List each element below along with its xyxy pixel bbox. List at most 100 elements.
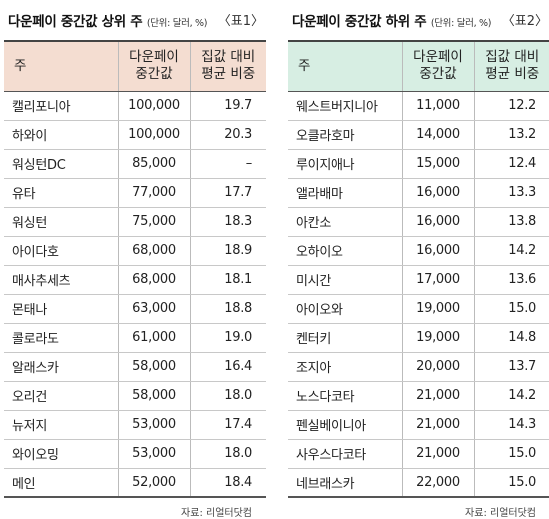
cell-state: 펜실베이니아 (288, 410, 402, 440)
cell-ratio: 19.0 (189, 323, 266, 353)
cell-ratio: 17.4 (189, 410, 266, 440)
unit-note: (단위: 달러, %) (430, 18, 492, 29)
source-note: 자료: 리얼터닷컴 (465, 508, 536, 519)
table-row: 캘리포니아 100,000 19.7 (4, 91, 266, 121)
table-body: 캘리포니아 100,000 19.7 하와이 100,000 20.3 워싱턴DC 85,00… (4, 91, 266, 498)
cell-ratio: 15.0 (473, 294, 549, 324)
cell-median: 53,000 (117, 410, 190, 440)
cell-median: 11,000 (401, 91, 474, 121)
cell-median: 20,000 (401, 352, 474, 382)
header-median: 다운페이 중간값 (117, 40, 190, 92)
cell-state: 노스다코타 (288, 381, 402, 411)
cell-state: 워싱턴 (4, 207, 118, 237)
table-header-row: 주 다운페이 중간값 집값 대비 평균 비중 (288, 40, 549, 92)
table-row: 켄터키 19,000 14.8 (288, 323, 549, 353)
cell-ratio: 15.0 (473, 439, 549, 469)
table-row: 앨라배마 16,000 13.3 (288, 178, 549, 208)
table-row: 네브래스카 22,000 15.0 (288, 468, 549, 498)
table-row: 펜실베이니아 21,000 14.3 (288, 410, 549, 440)
cell-median: 22,000 (401, 468, 474, 498)
table-row: 미시간 17,000 13.6 (288, 265, 549, 295)
table-row: 노스다코타 21,000 14.2 (288, 381, 549, 411)
cell-median: 16,000 (401, 207, 474, 237)
cell-state: 뉴저지 (4, 410, 118, 440)
table-header-row: 주 다운페이 중간값 집값 대비 평균 비중 (4, 40, 266, 92)
title-row: 다운페이 중간값 하위 주 (단위: 달러, %) 〈표2〉 (288, 0, 549, 40)
table-row: 하와이 100,000 20.3 (4, 120, 266, 150)
table-row: 아칸소 16,000 13.8 (288, 207, 549, 237)
table-row: 유타 77,000 17.7 (4, 178, 266, 208)
table-row: 오하이오 16,000 14.2 (288, 236, 549, 266)
table-row: 오클라호마 14,000 13.2 (288, 120, 549, 150)
cell-state: 알래스카 (4, 352, 118, 382)
cell-ratio: 18.4 (189, 468, 266, 498)
cell-ratio: 15.0 (473, 468, 549, 498)
table-row: 몬태나 63,000 18.8 (4, 294, 266, 324)
cell-state: 루이지애나 (288, 149, 402, 179)
cell-state: 하와이 (4, 120, 118, 150)
header-state: 주 (4, 40, 118, 92)
cell-state: 몬태나 (4, 294, 118, 324)
cell-median: 19,000 (401, 294, 474, 324)
cell-ratio: 12.4 (473, 149, 549, 179)
cell-state: 사우스다코타 (288, 439, 402, 469)
cell-ratio: 16.4 (189, 352, 266, 382)
table-row: 워싱턴DC 85,000– (4, 149, 266, 179)
table-title: 다운페이 중간값 하위 주 (단위: 달러, %) (292, 14, 492, 30)
cell-ratio: 18.0 (189, 381, 266, 411)
table-row: 워싱턴 75,000 18.3 (4, 207, 266, 237)
cell-median: 77,000 (117, 178, 190, 208)
table-panel-bottom-states: 다운페이 중간값 하위 주 (단위: 달러, %) 〈표2〉 주 다운페이 중간값… (288, 0, 549, 519)
cell-median: 15,000 (401, 149, 474, 179)
table-row: 뉴저지 53,000 17.4 (4, 410, 266, 440)
cell-ratio: – (189, 149, 266, 179)
cell-median: 63,000 (117, 294, 190, 324)
cell-state: 캘리포니아 (4, 91, 118, 121)
cell-median: 58,000 (117, 381, 190, 411)
table-row: 아이다호 68,000 18.9 (4, 236, 266, 266)
cell-median: 16,000 (401, 178, 474, 208)
cell-median: 61,000 (117, 323, 190, 353)
cell-median: 68,000 (117, 265, 190, 295)
cell-median: 100,000 (117, 120, 190, 150)
header-state: 주 (288, 40, 402, 92)
cell-ratio: 13.6 (473, 265, 549, 295)
header-median: 다운페이 중간값 (401, 40, 474, 92)
table-row: 아이오와 19,000 15.0 (288, 294, 549, 324)
cell-ratio: 13.7 (473, 352, 549, 382)
cell-median: 53,000 (117, 439, 190, 469)
table-row: 와이오밍 53,000 18.0 (4, 439, 266, 469)
cell-median: 58,000 (117, 352, 190, 382)
cell-state: 오리건 (4, 381, 118, 411)
cell-state: 조지아 (288, 352, 402, 382)
cell-ratio: 20.3 (189, 120, 266, 150)
cell-ratio: 13.3 (473, 178, 549, 208)
table-panel-top-states: 다운페이 중간값 상위 주 (단위: 달러, %) 〈표1〉 주 다운페이 중간값… (4, 0, 266, 519)
table-number-label: 〈표1〉 (217, 14, 264, 29)
cell-state: 웨스트버지니아 (288, 91, 402, 121)
table-body: 웨스트버지니아 11,000 12.2 오클라호마 14,000 13.2 루이지애나 15,… (288, 91, 549, 498)
cell-median: 75,000 (117, 207, 190, 237)
cell-state: 오클라호마 (288, 120, 402, 150)
cell-state: 아이오와 (288, 294, 402, 324)
cell-state: 유타 (4, 178, 118, 208)
table-number-label: 〈표2〉 (501, 14, 548, 29)
cell-state: 미시간 (288, 265, 402, 295)
cell-state: 오하이오 (288, 236, 402, 266)
cell-ratio: 17.7 (189, 178, 266, 208)
cell-ratio: 13.2 (473, 120, 549, 150)
cell-median: 17,000 (401, 265, 474, 295)
unit-note: (단위: 달러, %) (146, 18, 208, 29)
data-table: 주 다운페이 중간값 집값 대비 평균 비중 웨스트버지니아 11,000 12.2 오클… (288, 40, 549, 498)
cell-state: 매사추세츠 (4, 265, 118, 295)
cell-ratio: 18.0 (189, 439, 266, 469)
cell-ratio: 19.7 (189, 91, 266, 121)
header-ratio: 집값 대비 평균 비중 (189, 40, 266, 92)
title-row: 다운페이 중간값 상위 주 (단위: 달러, %) 〈표1〉 (4, 0, 266, 40)
table-row: 오리건 58,000 18.0 (4, 381, 266, 411)
cell-median: 100,000 (117, 91, 190, 121)
table-row: 알래스카 58,000 16.4 (4, 352, 266, 382)
cell-state: 네브래스카 (288, 468, 402, 498)
table-row: 콜로라도 61,000 19.0 (4, 323, 266, 353)
